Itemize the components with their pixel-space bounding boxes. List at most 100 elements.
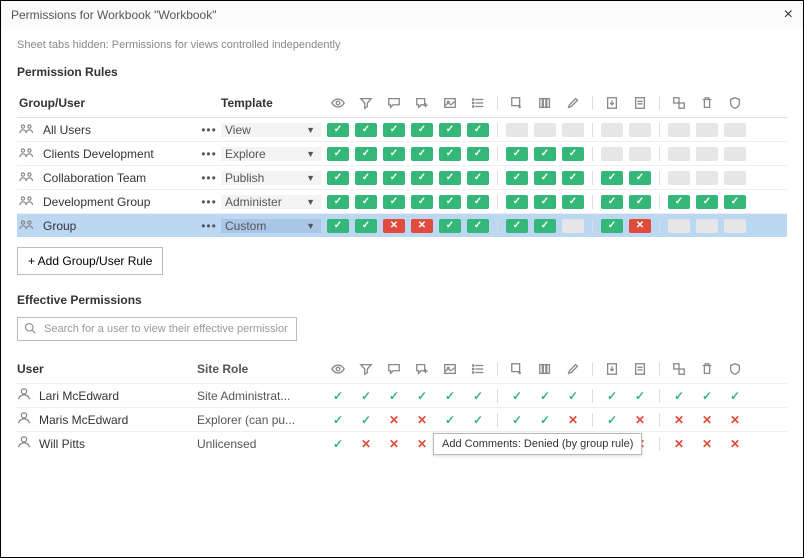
- permission-rule-row[interactable]: Collaboration Team•••Publish▼✓✓✓✓✓✓✓✓✓✓✓: [17, 165, 787, 189]
- capability-group-separator: [592, 219, 593, 233]
- permission-chip-none[interactable]: [724, 219, 746, 233]
- permission-chip-allow[interactable]: ✓: [668, 195, 690, 209]
- permission-chip-allow[interactable]: ✓: [467, 147, 489, 161]
- permission-chip-none[interactable]: [534, 123, 556, 137]
- rule-actions-menu[interactable]: •••: [197, 219, 221, 233]
- permission-chip-none[interactable]: [601, 147, 623, 161]
- permission-chip-allow[interactable]: ✓: [534, 171, 556, 185]
- effective-user-row[interactable]: Will PittsUnlicensed✓✕✕✕✓✕✕✕✕: [17, 431, 787, 455]
- permission-chip-none[interactable]: [696, 219, 718, 233]
- effective-permissions: ✓✓✓✓✓✓✓✓✓✓✓✓✓✓: [321, 389, 787, 403]
- permission-chip-allow[interactable]: ✓: [467, 123, 489, 137]
- rule-template-select[interactable]: View▼: [221, 123, 321, 137]
- permission-chip-none[interactable]: [668, 123, 690, 137]
- permission-chip-allow[interactable]: ✓: [439, 219, 461, 233]
- rule-actions-menu[interactable]: •••: [197, 171, 221, 185]
- rule-template-select[interactable]: Publish▼: [221, 171, 321, 185]
- effective-user-row[interactable]: Maris McEdwardExplorer (can pu...✓✓✕✕✓✓✓…: [17, 407, 787, 431]
- permission-chip-allow[interactable]: ✓: [467, 195, 489, 209]
- permission-chip-allow[interactable]: ✓: [601, 171, 623, 185]
- permission-rules-table: Group/User Template All Users•••View▼✓✓✓…: [17, 89, 787, 237]
- close-icon[interactable]: ×: [784, 6, 793, 24]
- permission-chip-allow[interactable]: ✓: [506, 219, 528, 233]
- permission-chip-allow[interactable]: ✓: [327, 147, 349, 161]
- permission-chip-none[interactable]: [724, 171, 746, 185]
- permission-chip-none[interactable]: [724, 147, 746, 161]
- permission-chip-allow[interactable]: ✓: [355, 219, 377, 233]
- permission-chip-none[interactable]: [668, 147, 690, 161]
- permission-rule-row[interactable]: All Users•••View▼✓✓✓✓✓✓: [17, 117, 787, 141]
- permission-chip-none[interactable]: [668, 219, 690, 233]
- rule-template-select[interactable]: Custom▼: [221, 219, 321, 233]
- permission-chip-allow[interactable]: ✓: [467, 219, 489, 233]
- rule-actions-menu[interactable]: •••: [197, 147, 221, 161]
- rule-actions-menu[interactable]: •••: [197, 195, 221, 209]
- permission-chip-allow[interactable]: ✓: [327, 171, 349, 185]
- effective-user-row[interactable]: Lari McEdwardSite Administrat...✓✓✓✓✓✓✓✓…: [17, 383, 787, 407]
- permission-chip-allow[interactable]: ✓: [629, 195, 651, 209]
- add-group-user-rule-button[interactable]: + Add Group/User Rule: [17, 247, 163, 275]
- permission-chip-none[interactable]: [668, 171, 690, 185]
- permission-chip-allow[interactable]: ✓: [355, 195, 377, 209]
- permission-chip-allow[interactable]: ✓: [383, 195, 405, 209]
- permission-chip-allow[interactable]: ✓: [439, 195, 461, 209]
- effective-search-input[interactable]: [42, 322, 290, 336]
- permission-chip-deny[interactable]: ✕: [629, 219, 651, 233]
- permission-chip-deny[interactable]: ✕: [383, 219, 405, 233]
- permission-chip-none[interactable]: [696, 147, 718, 161]
- permission-chip-none[interactable]: [696, 123, 718, 137]
- group-icon: [19, 195, 35, 209]
- effective-search-field[interactable]: [17, 317, 297, 341]
- permission-chip-allow[interactable]: ✓: [355, 123, 377, 137]
- permission-chip-allow[interactable]: ✓: [534, 147, 556, 161]
- effective-user-name: Lari McEdward: [17, 387, 197, 404]
- rule-permissions: ✓ ✓ ✓ ✓ ✓ ✓ ✓ ✓ ✓ ✓ ✓: [321, 171, 787, 185]
- rule-permissions: ✓ ✓ ✓ ✓ ✓ ✓ ✓ ✓ ✓: [321, 147, 787, 161]
- permission-chip-allow[interactable]: ✓: [439, 123, 461, 137]
- permission-chip-none[interactable]: [601, 123, 623, 137]
- permission-chip-allow[interactable]: ✓: [601, 219, 623, 233]
- permission-chip-allow[interactable]: ✓: [467, 171, 489, 185]
- rule-actions-menu[interactable]: •••: [197, 123, 221, 137]
- permission-chip-none[interactable]: [562, 219, 584, 233]
- permission-chip-allow[interactable]: ✓: [562, 147, 584, 161]
- permission-chip-allow[interactable]: ✓: [411, 195, 433, 209]
- permission-chip-none[interactable]: [724, 123, 746, 137]
- permission-chip-allow[interactable]: ✓: [562, 195, 584, 209]
- permission-chip-allow[interactable]: ✓: [724, 195, 746, 209]
- permission-chip-none[interactable]: [629, 123, 651, 137]
- permission-chip-allow[interactable]: ✓: [506, 147, 528, 161]
- permission-chip-allow[interactable]: ✓: [534, 219, 556, 233]
- permission-chip-allow[interactable]: ✓: [383, 171, 405, 185]
- permission-chip-allow[interactable]: ✓: [355, 147, 377, 161]
- effective-cell-allow: ✓: [696, 389, 718, 403]
- permission-chip-allow[interactable]: ✓: [562, 171, 584, 185]
- permission-chip-allow[interactable]: ✓: [327, 219, 349, 233]
- permission-rule-row[interactable]: Group•••Custom▼✓✓✕✕✓✓✓✓✓✕: [17, 213, 787, 237]
- permission-chip-allow[interactable]: ✓: [439, 147, 461, 161]
- rule-template-select[interactable]: Administer▼: [221, 195, 321, 209]
- permission-chip-allow[interactable]: ✓: [411, 147, 433, 161]
- permission-chip-allow[interactable]: ✓: [383, 123, 405, 137]
- permission-chip-allow[interactable]: ✓: [696, 195, 718, 209]
- permission-chip-allow[interactable]: ✓: [327, 123, 349, 137]
- permission-chip-none[interactable]: [629, 147, 651, 161]
- permission-chip-allow[interactable]: ✓: [439, 171, 461, 185]
- permission-chip-allow[interactable]: ✓: [327, 195, 349, 209]
- permission-chip-allow[interactable]: ✓: [534, 195, 556, 209]
- permission-chip-allow[interactable]: ✓: [383, 147, 405, 161]
- permission-chip-deny[interactable]: ✕: [411, 219, 433, 233]
- permission-chip-allow[interactable]: ✓: [411, 123, 433, 137]
- permission-chip-none[interactable]: [506, 123, 528, 137]
- permission-chip-allow[interactable]: ✓: [629, 171, 651, 185]
- permission-rule-row[interactable]: Development Group•••Administer▼✓✓✓✓✓✓✓✓✓…: [17, 189, 787, 213]
- permission-chip-allow[interactable]: ✓: [506, 195, 528, 209]
- permission-chip-allow[interactable]: ✓: [601, 195, 623, 209]
- permission-chip-allow[interactable]: ✓: [506, 171, 528, 185]
- permission-chip-none[interactable]: [562, 123, 584, 137]
- permission-chip-allow[interactable]: ✓: [411, 171, 433, 185]
- permission-rule-row[interactable]: Clients Development•••Explore▼✓✓✓✓✓✓✓✓✓: [17, 141, 787, 165]
- permission-chip-allow[interactable]: ✓: [355, 171, 377, 185]
- rule-template-select[interactable]: Explore▼: [221, 147, 321, 161]
- permission-chip-none[interactable]: [696, 171, 718, 185]
